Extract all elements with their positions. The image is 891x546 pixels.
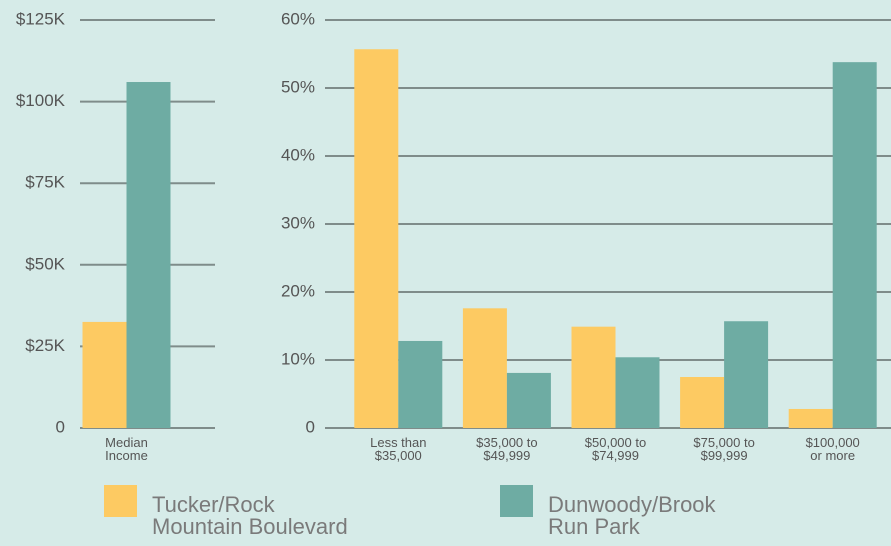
- y-tick-label: 40%: [281, 145, 315, 164]
- y-tick-label: $50K: [25, 254, 65, 273]
- legend-swatch: [500, 485, 533, 517]
- bar: [506, 372, 551, 428]
- bar: [82, 321, 127, 428]
- y-tick-label: $75K: [25, 173, 65, 192]
- legend-label: Dunwoody/Brook Run Park: [548, 492, 716, 539]
- y-tick-label: 50%: [281, 77, 315, 96]
- x-tick-label: $50,000 to $74,999: [584, 435, 647, 463]
- x-tick-label: Median Income: [105, 435, 148, 463]
- y-tick-label: 0: [306, 417, 315, 436]
- y-tick-label: 0: [56, 417, 65, 436]
- y-tick-label: 60%: [281, 9, 315, 28]
- x-tick-label: Less than $35,000: [370, 435, 427, 463]
- bar: [126, 82, 171, 429]
- legend-swatch: [104, 485, 137, 517]
- bar: [398, 340, 443, 428]
- bar: [788, 408, 833, 428]
- x-tick-label: $100,000 or more: [805, 435, 860, 463]
- y-tick-label: 30%: [281, 213, 315, 232]
- y-tick-label: $125K: [16, 9, 66, 28]
- x-tick-label: $35,000 to $49,999: [476, 435, 538, 463]
- bar: [462, 308, 507, 428]
- x-tick-label: $75,000 to $99,999: [693, 435, 755, 463]
- bar: [615, 357, 660, 428]
- bar: [680, 377, 725, 428]
- y-tick-label: $100K: [16, 91, 66, 110]
- y-tick-label: 10%: [281, 349, 315, 368]
- bar: [832, 62, 877, 428]
- bar: [724, 321, 769, 428]
- bar: [354, 49, 399, 429]
- y-tick-label: 20%: [281, 281, 315, 300]
- legend-label: Tucker/Rock Mountain Boulevard: [152, 492, 348, 539]
- bar: [571, 326, 616, 428]
- y-tick-label: $25K: [25, 336, 65, 355]
